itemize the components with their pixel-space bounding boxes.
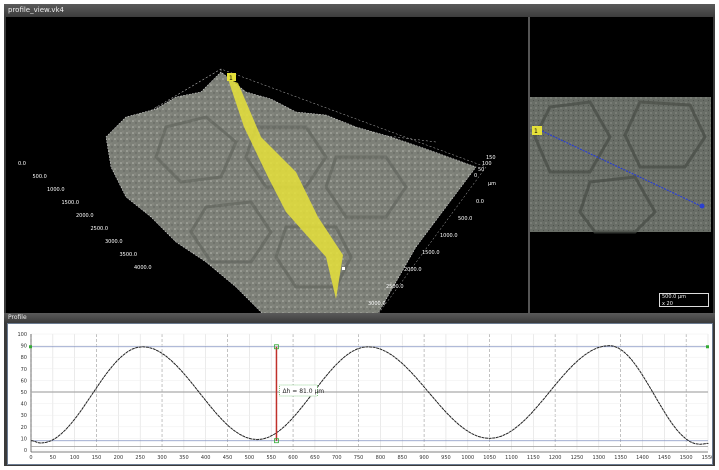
profile-chart[interactable]: 0 50 100 150 200 250 300 350 400 450 500 550 600 650 7… <box>7 323 714 465</box>
right-axis-label: 1000.0 <box>440 233 458 239</box>
x-tick-label: 550 <box>266 455 276 461</box>
x-tick-label: 1250 <box>571 455 584 461</box>
scale-bar: 500.0 μm x 20 <box>659 293 709 307</box>
x-tick-label: 1200 <box>549 455 562 461</box>
x-tick-label: 150 <box>92 455 102 461</box>
endpoint-marker[interactable] <box>342 267 345 270</box>
2d-image-view[interactable]: 1 500.0 μm x 20 <box>530 17 713 313</box>
x-tick-label: 650 <box>310 455 320 461</box>
profile-line-series <box>31 345 709 445</box>
scale-unit: μm <box>677 294 686 300</box>
x-tick-label: 1000 <box>461 455 474 461</box>
x-tick-label: 500 <box>245 455 255 461</box>
z-axis-label: 150 <box>486 155 496 161</box>
right-axis-label: 2500.0 <box>386 284 404 290</box>
y-tick-label: 80 <box>21 355 27 361</box>
marker-1-label: 1 <box>229 75 233 82</box>
left-axis-label: 1000.0 <box>47 187 65 193</box>
right-axis-label: 500.0 <box>458 216 472 222</box>
right-axis: 0.0 500.0 1000.0 1500.0 2000.0 2500.0 3000.0 <box>368 199 484 307</box>
hex-cells <box>533 100 707 234</box>
window-title: profile_view.vk4 <box>4 4 715 17</box>
marker-1[interactable] <box>532 126 542 135</box>
magnification: x 20 <box>662 301 673 307</box>
right-axis-label: 0.0 <box>476 199 484 205</box>
panel-splitter[interactable] <box>528 17 530 313</box>
y-tick-label: 40 <box>21 402 27 408</box>
x-tick-label: 1350 <box>614 455 627 461</box>
x-tick-label: 800 <box>376 455 386 461</box>
marker-1[interactable] <box>227 73 236 81</box>
profile-line[interactable] <box>541 130 702 207</box>
x-tick-label: 950 <box>441 455 451 461</box>
right-axis-label: 1500.0 <box>422 250 440 256</box>
reference-handle <box>29 345 32 349</box>
micrograph-image <box>530 97 711 232</box>
line-end-handle[interactable] <box>699 203 705 209</box>
x-tick-label: 400 <box>201 455 211 461</box>
app-window: profile_view.vk4 <box>4 4 715 466</box>
x-tick-label: 250 <box>135 455 145 461</box>
x-tick-label: 1500 <box>680 455 693 461</box>
x-tick-label: 900 <box>419 455 429 461</box>
left-axis-label: 2000.0 <box>76 213 94 219</box>
x-tick-label: 850 <box>397 455 407 461</box>
right-axis-label: 2000.0 <box>404 267 422 273</box>
z-axis-label: 50 <box>478 167 484 173</box>
marker-1-label: 1 <box>534 128 538 135</box>
x-tick-label: 0 <box>29 455 32 461</box>
z-axis-label: 0 <box>474 173 477 179</box>
x-tick-label: 1450 <box>658 455 671 461</box>
left-axis-label: 2500.0 <box>91 226 109 232</box>
left-axis-label: 1500.0 <box>62 200 80 206</box>
x-tick-label: 700 <box>332 455 342 461</box>
3d-view[interactable]: 1 0.0 500.0 1000.0 1500.0 2000.0 2500.0 3000.0… <box>6 17 528 318</box>
y-tick-label: 60 <box>21 378 27 384</box>
x-tick-label: 1150 <box>527 455 540 461</box>
x-tick-label: 1100 <box>505 455 518 461</box>
y-tick-label: 70 <box>21 367 27 373</box>
profile-panel-title: Profile <box>4 313 715 323</box>
profile-ribbon <box>228 79 343 299</box>
y-tick-label: 10 <box>21 436 27 442</box>
y-tick-label: 100 <box>17 332 27 338</box>
x-tick-label: 300 <box>157 455 167 461</box>
y-tick-label: 30 <box>21 413 27 419</box>
left-axis-label: 0.0 <box>18 161 26 167</box>
y-tick-label: 90 <box>21 344 27 350</box>
x-tick-label: 600 <box>288 455 298 461</box>
x-tick-label: 1050 <box>483 455 496 461</box>
left-axis-label: 3500.0 <box>120 252 138 258</box>
x-tick-label: 1300 <box>592 455 605 461</box>
x-tick-label: 100 <box>70 455 80 461</box>
left-axis-label: 500.0 <box>33 174 47 180</box>
y-tick-label: 20 <box>21 425 27 431</box>
x-tick-label: 750 <box>354 455 364 461</box>
annotation-box <box>279 384 318 397</box>
z-axis-label: 100 <box>482 161 492 167</box>
x-tick-label: 450 <box>223 455 233 461</box>
left-axis-label: 3000.0 <box>105 239 123 245</box>
left-axis-label: 4000.0 <box>134 265 152 271</box>
x-tick-label: 1400 <box>636 455 649 461</box>
x-tick-label: 350 <box>179 455 189 461</box>
scale-length: 500.0 <box>662 294 677 300</box>
cursor-handle[interactable] <box>274 438 279 444</box>
x-tick-label: 200 <box>114 455 124 461</box>
x-tick-label: 50 <box>50 455 56 461</box>
measurement-annotation: Δh = 81.0 μm <box>282 388 324 395</box>
right-axis-label: 3000.0 <box>368 301 386 307</box>
cursor-handle[interactable] <box>274 344 279 350</box>
left-axis: 0.0 500.0 1000.0 1500.0 2000.0 2500.0 3000.0 35… <box>18 161 152 271</box>
reference-handle <box>706 345 709 349</box>
axis-unit: μm <box>488 181 496 187</box>
y-tick-label: 0 <box>24 448 27 454</box>
y-tick-label: 50 <box>21 390 27 396</box>
